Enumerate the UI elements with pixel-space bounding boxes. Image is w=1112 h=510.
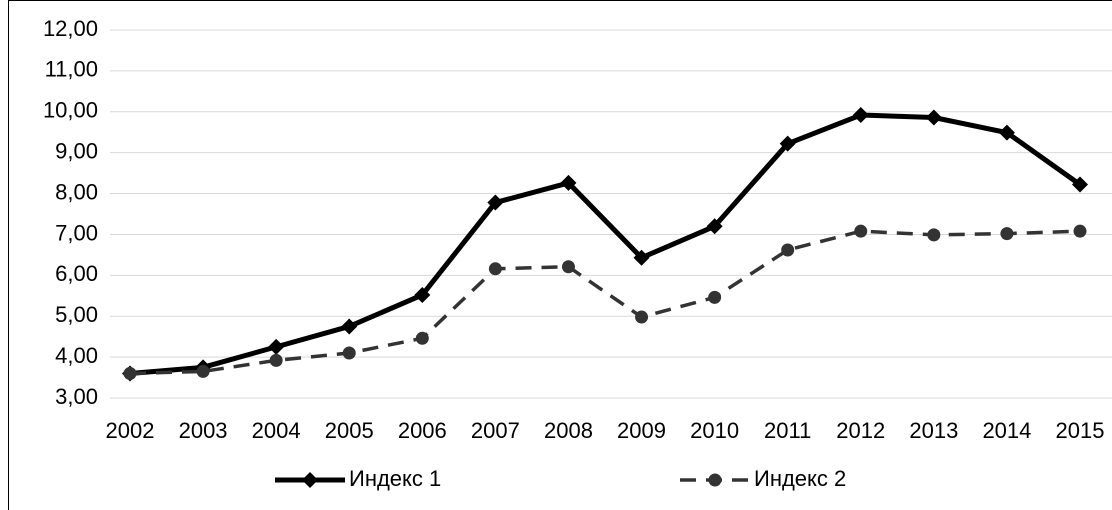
x-tick-label: 2008 <box>544 418 593 443</box>
marker <box>268 338 285 355</box>
y-tick-label: 3,00 <box>55 384 98 409</box>
marker <box>123 366 137 380</box>
marker <box>1073 224 1087 238</box>
y-tick-label: 9,00 <box>55 138 98 163</box>
y-tick-label: 8,00 <box>55 179 98 204</box>
y-tick-label: 5,00 <box>55 302 98 327</box>
y-tick-label: 10,00 <box>43 98 98 123</box>
x-tick-label: 2006 <box>398 418 447 443</box>
marker <box>488 262 502 276</box>
x-tick-label: 2009 <box>617 418 666 443</box>
x-tick-label: 2013 <box>909 418 958 443</box>
marker <box>341 318 358 335</box>
x-tick-label: 2005 <box>325 418 374 443</box>
marker <box>269 353 283 367</box>
series-line <box>129 229 1081 376</box>
x-tick-label: 2011 <box>764 418 811 443</box>
legend-marker <box>708 473 722 487</box>
x-tick-label: 2012 <box>836 418 885 443</box>
marker <box>854 224 868 238</box>
marker <box>487 194 504 211</box>
marker <box>708 290 722 304</box>
x-tick-label: 2003 <box>179 418 228 443</box>
marker <box>560 174 577 191</box>
series-line <box>129 112 1082 376</box>
marker <box>998 124 1015 141</box>
marker <box>1072 176 1088 193</box>
y-tick-label: 7,00 <box>55 220 98 245</box>
marker <box>561 260 575 274</box>
marker <box>852 107 869 124</box>
marker <box>415 331 429 345</box>
marker <box>925 109 942 126</box>
marker <box>706 218 723 235</box>
chart-border <box>8 0 1112 510</box>
marker <box>779 135 796 152</box>
marker <box>342 346 356 360</box>
marker <box>196 364 210 378</box>
y-tick-label: 12,00 <box>43 16 98 41</box>
marker <box>635 310 649 324</box>
marker <box>633 249 650 266</box>
x-tick-label: 2007 <box>471 418 520 443</box>
x-tick-label: 2004 <box>252 418 301 443</box>
marker <box>414 286 431 303</box>
x-tick-label: 2002 <box>106 418 155 443</box>
x-tick-label: 2014 <box>982 418 1031 443</box>
x-tick-label: 2015 <box>1056 418 1105 443</box>
marker <box>781 243 795 257</box>
y-tick-label: 4,00 <box>55 343 98 368</box>
y-tick-label: 11,00 <box>45 57 98 82</box>
legend-marker <box>302 472 318 488</box>
x-tick-label: 2010 <box>690 418 739 443</box>
y-tick-label: 6,00 <box>55 261 98 286</box>
marker <box>1000 227 1014 241</box>
marker <box>927 228 941 242</box>
legend-label: Индекс 1 <box>349 466 441 491</box>
legend-label: Индекс 2 <box>754 466 846 491</box>
